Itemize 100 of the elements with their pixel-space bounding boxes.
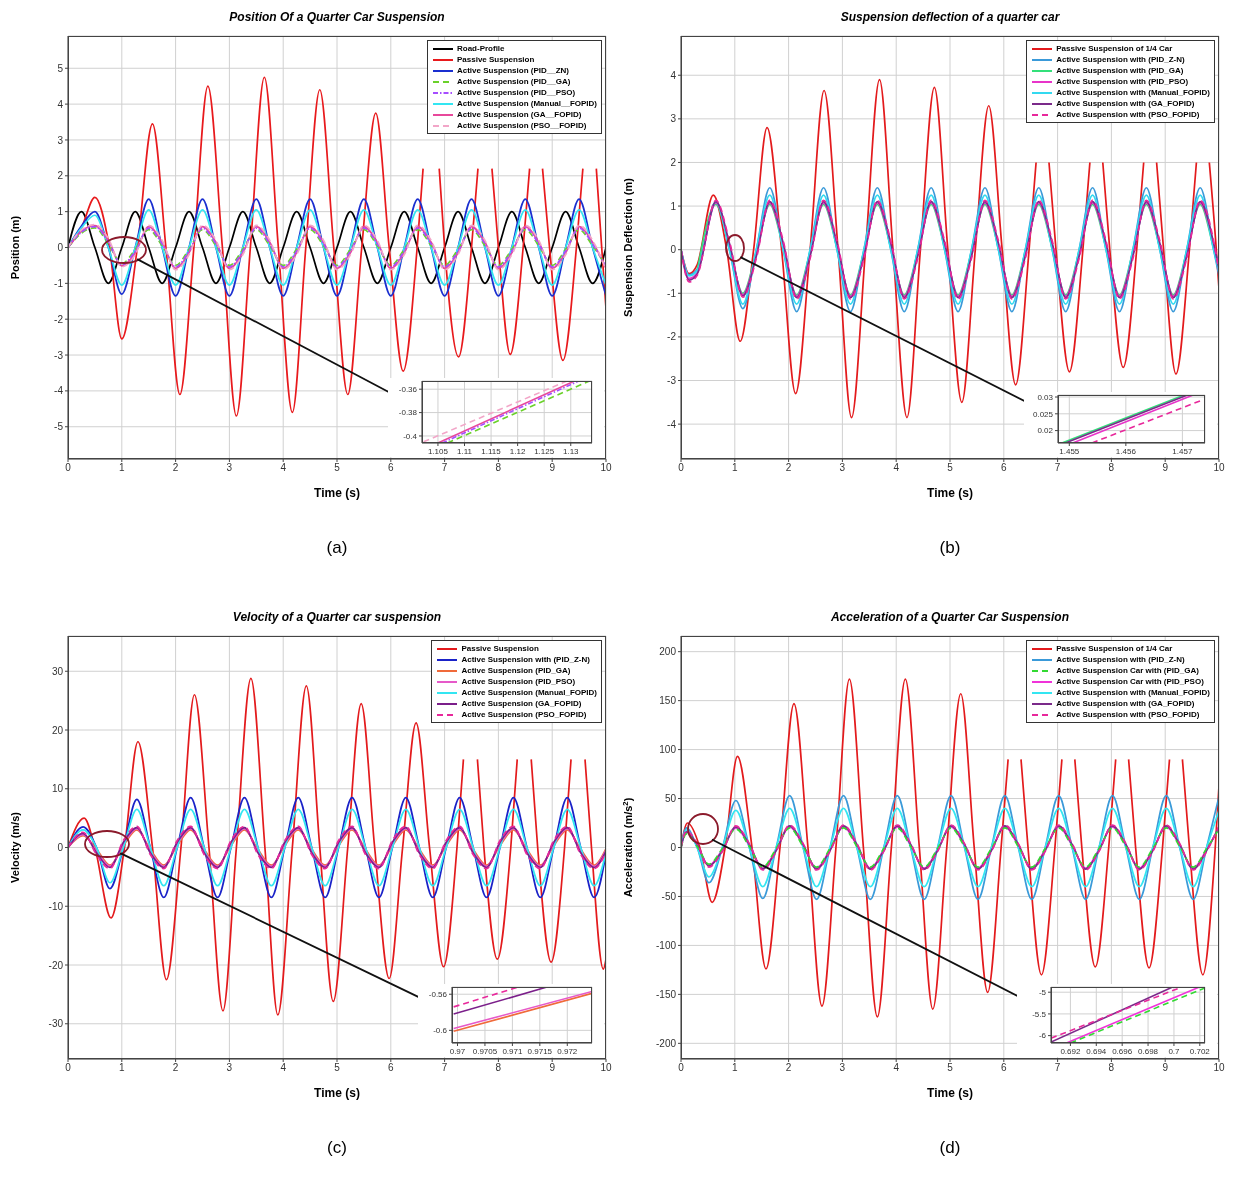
x-tick-label: 1.457 xyxy=(1172,446,1193,456)
x-tick-label: 4 xyxy=(280,462,287,474)
x-tick-label: 1 xyxy=(732,462,739,474)
x-tick-label: 10 xyxy=(600,462,612,474)
x-tick-label: 9 xyxy=(549,462,556,474)
legend-label: Active Suspension (PID__ZN) xyxy=(456,65,569,76)
y-tick-label: 0 xyxy=(57,842,64,854)
x-tick-label: 1.13 xyxy=(562,446,580,456)
x-tick-label: 6 xyxy=(1001,462,1008,474)
legend-label: Active Suspension (PSO__FOPID) xyxy=(456,120,587,131)
x-tick-label: 0.692 xyxy=(1060,1046,1081,1056)
x-tick-label: 2 xyxy=(172,462,179,474)
x-tick-label: 1 xyxy=(119,1062,126,1074)
legend-label: Passive Suspension xyxy=(461,643,539,654)
line-series xyxy=(681,807,1219,888)
y-tick-label: -3 xyxy=(667,375,677,387)
y-tick-label: -0.6 xyxy=(433,1026,448,1036)
legend-label: Passive Suspension of 1/4 Car xyxy=(1056,43,1173,54)
y-tick-label: 100 xyxy=(659,744,677,756)
x-tick-label: 3 xyxy=(839,462,846,474)
legend-label: Passive Suspension of 1/4 Car xyxy=(1056,643,1173,654)
y-tick-label: 0 xyxy=(670,842,677,854)
x-tick-label: 1.115 xyxy=(481,446,502,456)
x-tick-label: 7 xyxy=(1054,1062,1061,1074)
x-axis-title: Time (s) xyxy=(313,1086,361,1102)
y-tick-label: -200 xyxy=(655,1037,677,1049)
x-tick-label: 8 xyxy=(1108,462,1115,474)
x-tick-label: 0.9705 xyxy=(472,1046,498,1056)
y-tick-label: -0.36 xyxy=(398,385,418,395)
y-tick-label: -150 xyxy=(655,988,677,1000)
x-tick-label: 2 xyxy=(785,462,792,474)
x-tick-label: 1.11 xyxy=(457,446,473,456)
x-tick-label: 10 xyxy=(1213,462,1225,474)
x-tick-label: 5 xyxy=(947,1062,954,1074)
x-tick-label: 0.971 xyxy=(502,1046,523,1056)
text: (b) xyxy=(938,538,962,558)
legend-label: Active Suspension (Manual_FOPID) xyxy=(461,687,597,698)
y-tick-label: 50 xyxy=(664,793,677,805)
x-tick-label: 9 xyxy=(1162,462,1169,474)
x-tick-label: 3 xyxy=(226,462,233,474)
text: (c) xyxy=(326,1138,348,1158)
y-tick-label: 0 xyxy=(57,242,64,254)
y-tick-label: -100 xyxy=(655,939,677,951)
legend-label: Active Suspension (PSO_FOPID) xyxy=(461,709,587,720)
x-tick-label: 0.696 xyxy=(1112,1046,1133,1056)
x-tick-label: 6 xyxy=(388,462,395,474)
x-tick-label: 5 xyxy=(334,1062,341,1074)
legend-label: Active Suspension (PID_GA) xyxy=(461,665,571,676)
y-tick-label: -2 xyxy=(667,331,677,343)
x-tick-label: 0 xyxy=(678,462,685,474)
y-tick-label: -0.56 xyxy=(428,990,448,1000)
y-tick-label: 2 xyxy=(670,157,677,169)
x-tick-label: 4 xyxy=(280,1062,287,1074)
y-tick-label: -3 xyxy=(54,349,64,361)
x-axis-title: Time (s) xyxy=(926,1086,974,1102)
chart-title: Acceleration of a Quarter Car Suspension xyxy=(829,609,1071,626)
legend-label: Active Suspension with (PID_Z-N) xyxy=(1056,654,1185,665)
y-tick-label: 30 xyxy=(51,665,64,677)
x-tick-label: 10 xyxy=(1213,1062,1225,1074)
y-tick-label: 3 xyxy=(670,113,677,125)
x-tick-label: 1.455 xyxy=(1059,446,1080,456)
text: (d) xyxy=(938,1138,962,1158)
x-tick-label: 8 xyxy=(1108,1062,1115,1074)
y-tick-label: -0.38 xyxy=(398,408,418,418)
legend-label: Active Suspension with (PID_Z-N) xyxy=(461,654,590,665)
x-tick-label: 4 xyxy=(893,462,900,474)
y-tick-label: -5.5 xyxy=(1032,1009,1047,1019)
y-tick-label: -50 xyxy=(661,891,677,903)
legend-label: Active Suspension with (PSO_FOPID) xyxy=(1056,709,1200,720)
y-tick-label: -2 xyxy=(54,313,64,325)
x-tick-label: 5 xyxy=(334,462,341,474)
x-tick-label: 9 xyxy=(549,1062,556,1074)
y-axis-title: Velocity (m/s) xyxy=(9,811,21,883)
y-tick-label: 200 xyxy=(659,646,677,658)
x-tick-label: 1 xyxy=(732,1062,739,1074)
x-axis-title: Time (s) xyxy=(926,486,974,502)
y-tick-label: -10 xyxy=(48,900,64,912)
legend-label: Active Suspension with (PID_GA) xyxy=(1056,65,1184,76)
legend-label: Active Suspension (GA_FOPID) xyxy=(461,698,582,709)
y-tick-label: 3 xyxy=(57,134,64,146)
y-axis-title: Suspension Deflection (m) xyxy=(622,177,634,317)
y-tick-label: -20 xyxy=(48,959,64,971)
x-tick-label: 3 xyxy=(226,1062,233,1074)
x-tick-label: 6 xyxy=(1001,1062,1008,1074)
y-tick-label: 0.025 xyxy=(1032,409,1054,419)
x-tick-label: 8 xyxy=(495,462,502,474)
x-tick-label: 1 xyxy=(119,462,126,474)
x-tick-label: 0.9715 xyxy=(527,1046,553,1056)
y-tick-label: -30 xyxy=(48,1018,64,1030)
y-tick-label: 4 xyxy=(57,98,64,110)
legend-label: Active Suspension Car with (PID_PSO) xyxy=(1056,676,1204,687)
x-tick-label: 7 xyxy=(1054,462,1061,474)
x-tick-label: 0.698 xyxy=(1138,1046,1159,1056)
x-tick-label: 1.456 xyxy=(1115,446,1137,456)
chart-title: Suspension deflection of a quarter car xyxy=(839,9,1061,26)
y-tick-label: -1 xyxy=(667,287,677,299)
legend-label: Active Suspension (PID__GA) xyxy=(456,76,571,87)
line-series xyxy=(681,794,1219,901)
x-tick-label: 0.702 xyxy=(1189,1046,1211,1056)
legend-label: Passive Suspension xyxy=(456,54,535,65)
